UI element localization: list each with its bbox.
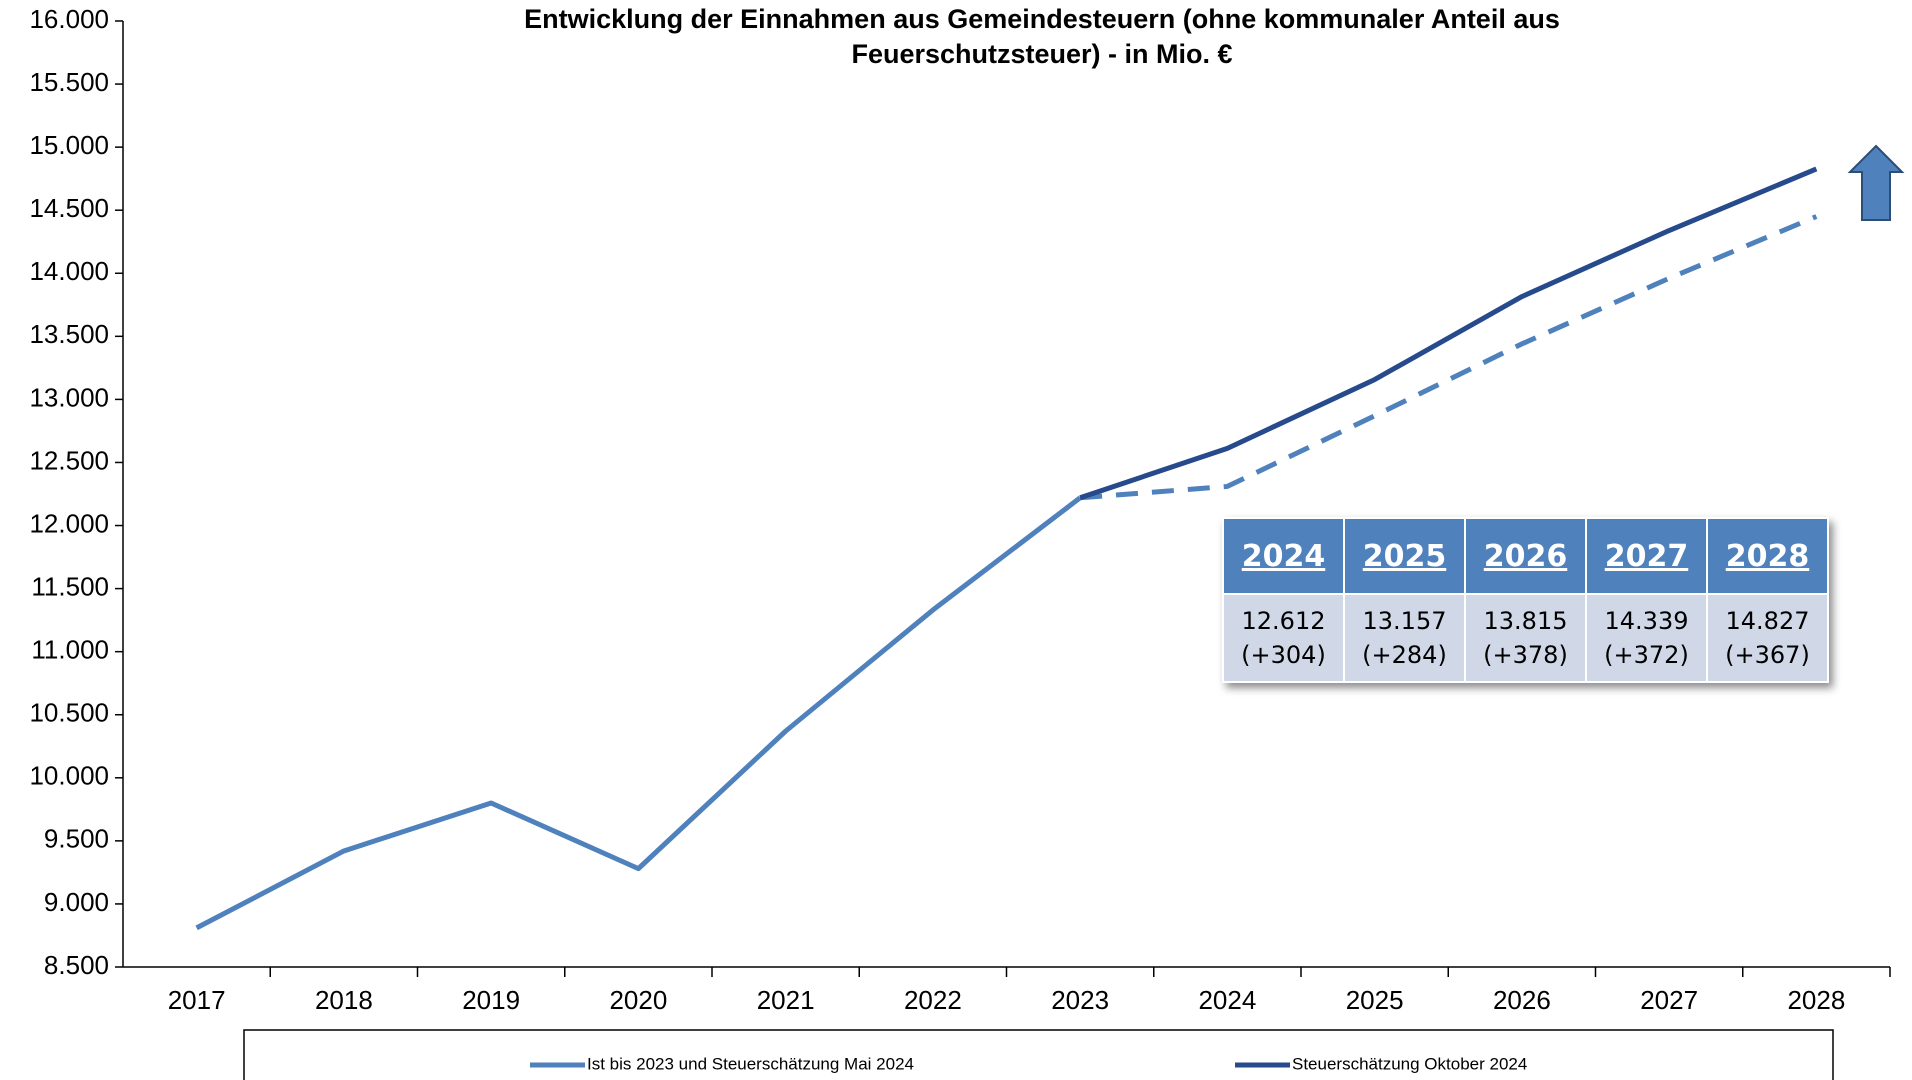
y-tick-label: 12.500 [29,445,109,475]
line [195,495,1082,931]
table-value: 13.157 [1362,607,1447,635]
forecast-table: 2024 2025 2026 2027 2028 12.612 (+304) 13.157 (… [1222,517,1829,683]
table-change: (+304) [1241,641,1326,669]
table-header: 2024 2025 2026 2027 2028 [1222,517,1829,595]
table-value: 14.339 [1604,607,1689,635]
y-tick-label: 15.500 [29,67,109,97]
table-cell: 13.815 (+378) [1464,593,1587,683]
table-value: 14.827 [1725,607,1810,635]
y-tick-label: 15.000 [29,130,109,160]
up-arrow [1847,144,1905,221]
table-cell: 12.612 (+304) [1222,593,1345,683]
y-tick-label: 14.000 [29,256,109,286]
y-tick-label: 14.500 [29,193,109,223]
table-change: (+372) [1604,641,1689,669]
y-tick-label: 8.500 [44,950,109,980]
chart-title: Entwicklung der Einnahmen aus Gemeindest… [524,4,1560,34]
table-value: 13.815 [1483,607,1568,635]
chart-subtitle: Feuerschutzsteuer) - in Mio. € [851,39,1232,69]
table-header-cell: 2026 [1464,517,1587,595]
x-tick-label: 2022 [904,985,962,1015]
legend-box [243,1029,1834,1080]
table-header-cell: 2024 [1222,517,1345,595]
table-body: 12.612 (+304) 13.157 (+284) 13.815 (+378) 14.3… [1222,593,1829,683]
y-tick-label: 10.500 [29,698,109,728]
legend-label: Ist bis 2023 und Steuerschätzung Mai 202… [587,1054,914,1073]
y-tick-label: 13.000 [29,382,109,412]
table-change: (+367) [1725,641,1810,669]
y-tick-label: 16.000 [29,4,109,34]
table-header-cell: 2027 [1585,517,1708,595]
x-tick-label: 2026 [1493,985,1551,1015]
y-tick-label: 9.500 [44,824,109,854]
x-tick-label: 2019 [462,985,520,1015]
y-tick-label: 9.000 [44,887,109,917]
x-tick-label: 2024 [1198,985,1256,1015]
x-tick-label: 2025 [1346,985,1404,1015]
legend-label: Steuerschätzung Oktober 2024 [1292,1054,1527,1073]
table-change: (+284) [1362,641,1447,669]
line [1079,166,1818,501]
table-cell: 14.827 (+367) [1706,593,1829,683]
y-tick-label: 11.500 [31,571,109,601]
table-cell: 13.157 (+284) [1343,593,1466,683]
table-header-cell: 2028 [1706,517,1829,595]
x-tick-label: 2021 [757,985,815,1015]
table-header-cell: 2025 [1343,517,1466,595]
table-value: 12.612 [1241,607,1326,635]
table-cell: 14.339 (+372) [1585,593,1708,683]
dashed-line [1079,214,1818,501]
x-tick-label: 2023 [1051,985,1109,1015]
x-tick-label: 2027 [1640,985,1698,1015]
x-tick-label: 2020 [609,985,667,1015]
y-tick-label: 11.000 [31,635,109,665]
x-tick-label: 2028 [1787,985,1845,1015]
y-tick-label: 12.000 [29,508,109,538]
table-change: (+378) [1483,641,1568,669]
y-tick-label: 10.000 [29,761,109,791]
x-tick-label: 2017 [168,985,226,1015]
x-tick-label: 2018 [315,985,373,1015]
y-tick-label: 13.500 [29,319,109,349]
